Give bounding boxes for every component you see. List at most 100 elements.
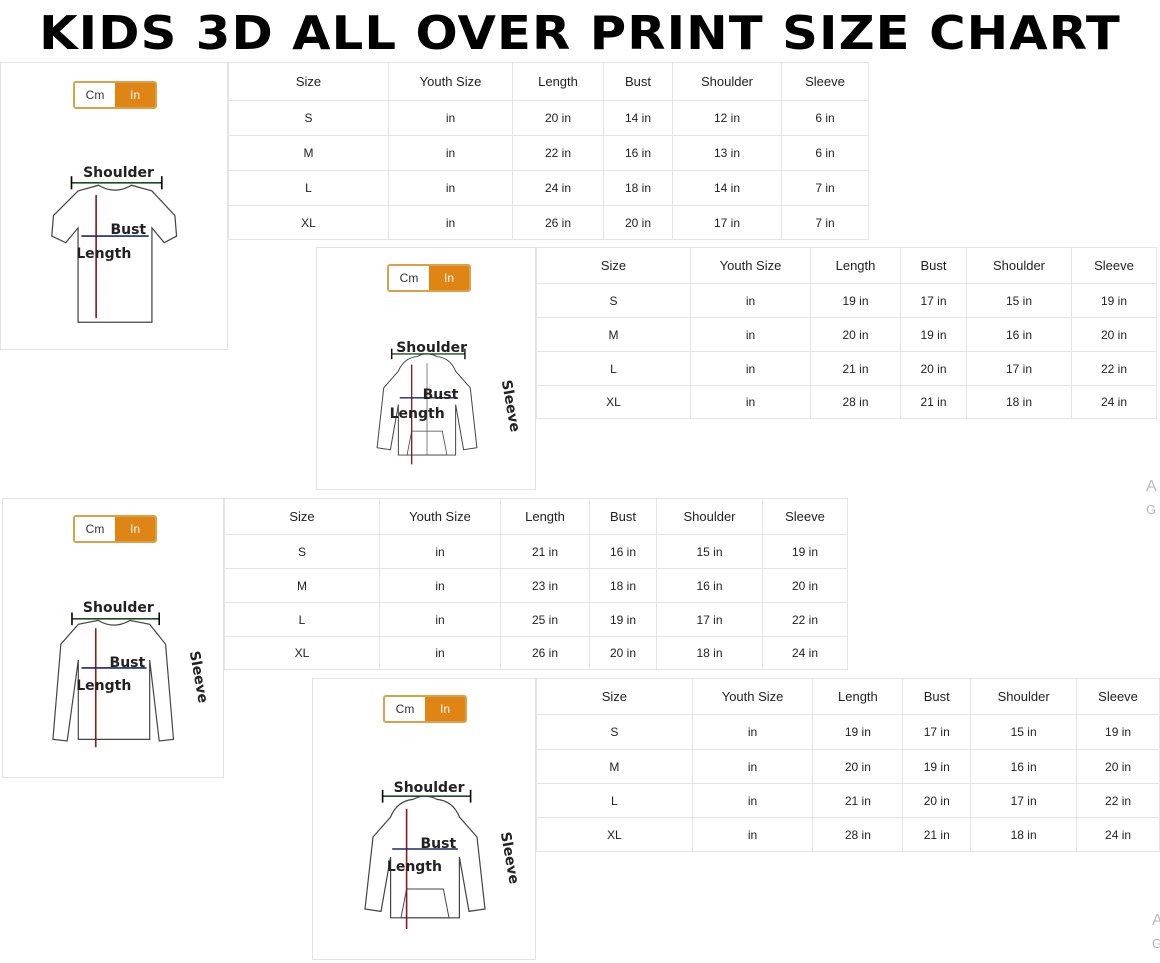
table-cell: 7 in xyxy=(781,170,869,206)
zip-hoodie-diagram xyxy=(376,348,478,465)
table-cell: 26 in xyxy=(500,636,590,670)
table-cell: S xyxy=(536,714,693,750)
unit-in-option[interactable]: In xyxy=(429,266,469,290)
column-header: Size xyxy=(536,678,693,715)
garment-image-panel: Cm In Shoulder Bust Length Sleeve xyxy=(2,498,224,778)
table-cell: in xyxy=(379,568,501,603)
column-header: Bust xyxy=(900,247,967,284)
watermark-fragment: G xyxy=(1152,936,1160,951)
table-cell: 20 in xyxy=(1076,749,1160,784)
table-cell: 6 in xyxy=(781,100,869,136)
column-header: Shoulder xyxy=(672,62,782,101)
table-cell: 21 in xyxy=(500,534,590,569)
table-cell: 21 in xyxy=(902,817,972,852)
table-cell: 21 in xyxy=(900,385,967,419)
table-cell: 15 in xyxy=(656,534,763,569)
garment-image-panel: Cm In Shoulder Bust Length xyxy=(0,62,228,350)
unit-in-option[interactable]: In xyxy=(115,83,155,107)
unit-toggle[interactable]: Cm In xyxy=(387,264,471,292)
table-cell: S xyxy=(536,283,691,318)
table-header-row: Size Youth Size Length Bust Shoulder Sleeve xyxy=(536,678,1160,715)
shoulder-label: Shoulder xyxy=(396,340,468,357)
bust-label: Bust xyxy=(110,222,147,239)
table-cell: M xyxy=(224,568,380,603)
column-header: Bust xyxy=(603,62,673,101)
table-row: XL in 28 in 21 in 18 in 24 in xyxy=(536,385,1157,419)
unit-toggle[interactable]: Cm In xyxy=(73,515,157,543)
unit-in-option[interactable]: In xyxy=(425,697,465,721)
table-cell: 15 in xyxy=(966,283,1072,318)
table-cell: M xyxy=(536,317,691,352)
table-cell: 17 in xyxy=(902,714,972,750)
table-cell: XL xyxy=(224,636,380,670)
table-cell: 20 in xyxy=(812,749,904,784)
table-cell: in xyxy=(379,636,501,670)
column-header: Size xyxy=(536,247,691,284)
table-cell: 24 in xyxy=(762,636,848,670)
table-cell: XL xyxy=(536,385,691,419)
unit-in-option[interactable]: In xyxy=(115,517,155,541)
column-header: Length xyxy=(812,678,904,715)
garment-image-panel: Cm In Shoulder Bust Length Sleeve xyxy=(316,247,536,490)
watermark-fragment: A xyxy=(1152,912,1160,929)
unit-toggle[interactable]: Cm In xyxy=(73,81,157,109)
column-header: Length xyxy=(512,62,604,101)
table-row: XL in 28 in 21 in 18 in 24 in xyxy=(536,817,1160,852)
table-cell: in xyxy=(691,714,814,750)
table-cell: in xyxy=(691,817,814,852)
unit-cm-option[interactable]: Cm xyxy=(389,266,429,290)
table-cell: in xyxy=(388,100,513,136)
unit-cm-option[interactable]: Cm xyxy=(75,517,115,541)
table-cell: in xyxy=(691,749,814,784)
table-cell: 20 in xyxy=(603,205,673,240)
table-cell: 15 in xyxy=(970,714,1078,750)
unit-cm-option[interactable]: Cm xyxy=(385,697,425,721)
bust-label: Bust xyxy=(422,386,459,403)
watermark-fragment: G xyxy=(1146,502,1157,517)
column-header: Length xyxy=(500,498,590,535)
table-cell: 24 in xyxy=(512,170,604,206)
column-header: Sleeve xyxy=(1076,678,1160,715)
unit-cm-option[interactable]: Cm xyxy=(75,83,115,107)
table-cell: 17 in xyxy=(900,283,967,318)
table-cell: 18 in xyxy=(970,817,1078,852)
column-header: Length xyxy=(810,247,901,284)
table-cell: 19 in xyxy=(589,602,657,637)
table-cell: 18 in xyxy=(656,636,763,670)
table-cell: 18 in xyxy=(966,385,1072,419)
table-cell: 19 in xyxy=(812,714,904,750)
table-cell: in xyxy=(691,783,814,818)
table-cell: S xyxy=(224,534,380,569)
bust-label: Bust xyxy=(420,835,457,852)
table-cell: 24 in xyxy=(1076,817,1160,852)
table-cell: 14 in xyxy=(603,100,673,136)
column-header: Sleeve xyxy=(781,62,869,101)
unit-toggle[interactable]: Cm In xyxy=(383,695,467,723)
column-header: Shoulder xyxy=(966,247,1072,284)
table-cell: 20 in xyxy=(762,568,848,603)
table-cell: 24 in xyxy=(1071,385,1157,419)
table-cell: in xyxy=(379,534,501,569)
table-cell: 16 in xyxy=(970,749,1078,784)
table-cell: in xyxy=(388,205,513,240)
table-cell: 20 in xyxy=(1071,317,1157,352)
table-cell: L xyxy=(536,351,691,386)
table-cell: 17 in xyxy=(966,351,1072,386)
column-header: Shoulder xyxy=(970,678,1078,715)
table-cell: 16 in xyxy=(603,135,673,171)
table-cell: 19 in xyxy=(900,317,967,352)
table-cell: L xyxy=(228,170,389,206)
table-cell: in xyxy=(690,283,811,318)
column-header: Youth Size xyxy=(379,498,501,535)
table-cell: 17 in xyxy=(672,205,782,240)
